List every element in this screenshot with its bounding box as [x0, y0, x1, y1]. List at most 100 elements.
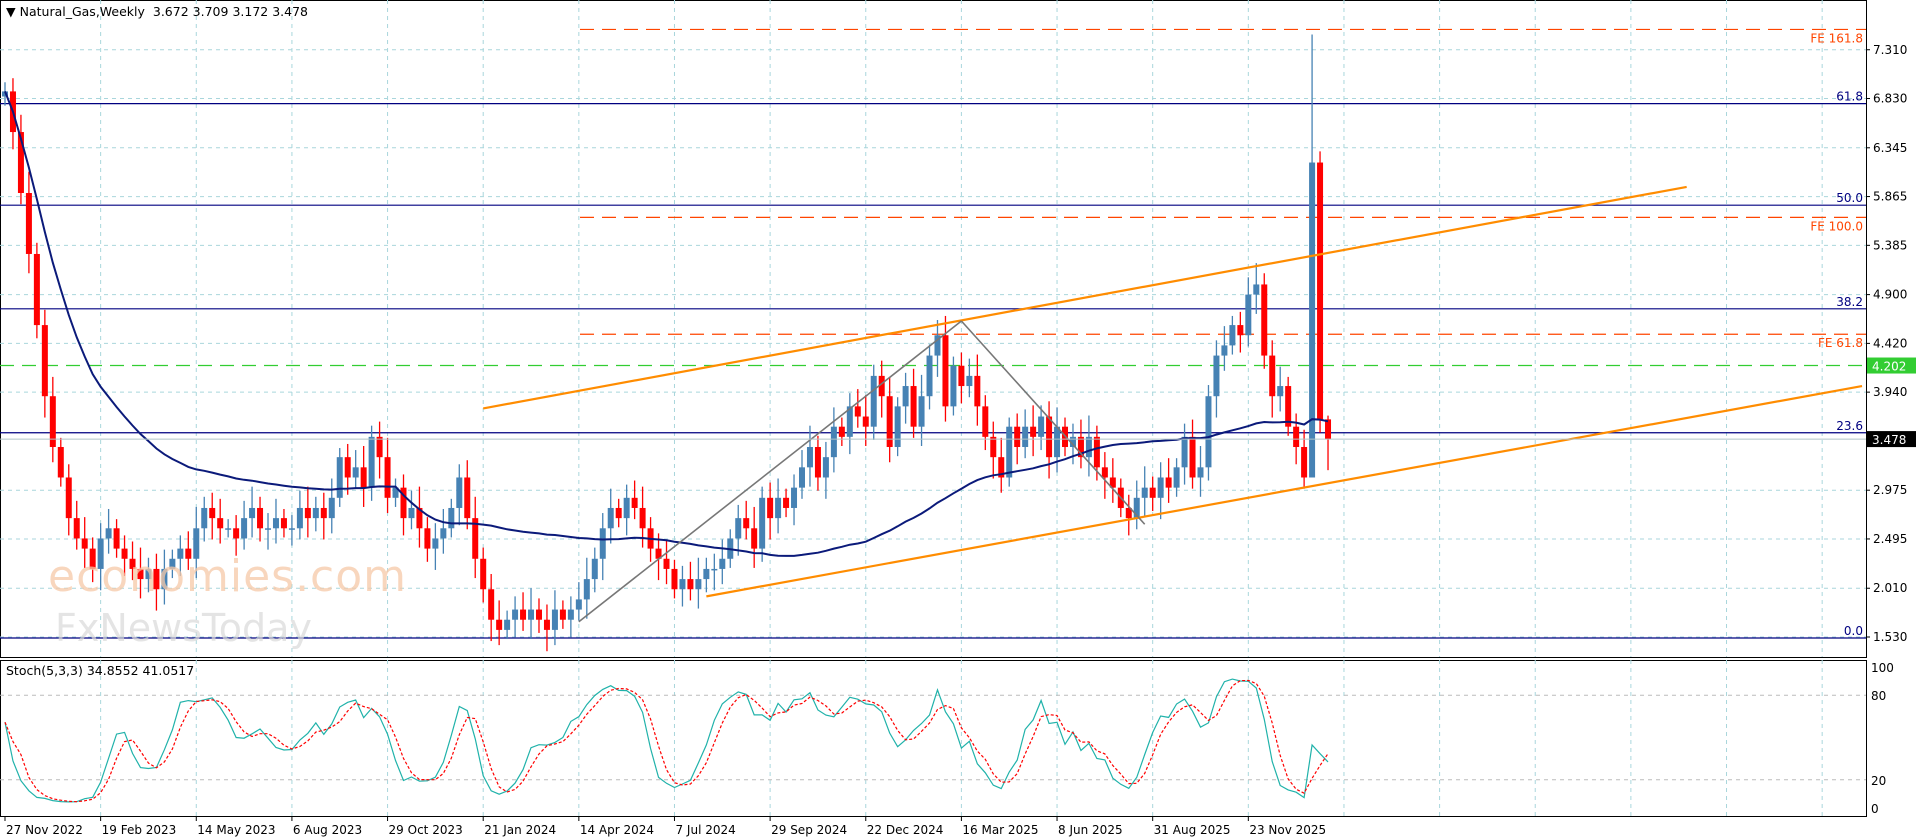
ohlc-close: 3.478: [272, 4, 309, 19]
candle: [599, 513, 606, 581]
candle: [344, 443, 351, 495]
candle-body: [910, 386, 917, 427]
candle: [249, 486, 256, 538]
candle-body: [1141, 487, 1148, 498]
candle: [113, 519, 120, 558]
candle: [25, 171, 32, 274]
stoch-header: Stoch(5,3,3) 34.8552 41.0517: [6, 663, 194, 678]
candle: [448, 498, 455, 538]
candle-body: [368, 436, 375, 488]
candle-body: [559, 609, 566, 620]
candle-body: [41, 325, 48, 397]
candle-body: [1014, 426, 1021, 448]
candle: [1141, 466, 1148, 518]
candle-body: [806, 447, 813, 468]
candle-body: [304, 507, 311, 519]
y-tick-label: 3.940: [1873, 385, 1907, 399]
candle-body: [1245, 294, 1252, 336]
candle: [1133, 480, 1140, 530]
fe-61-8-label: FE 61.8: [1818, 336, 1863, 350]
candle-body: [1030, 426, 1037, 437]
candle-body: [663, 558, 670, 569]
candle: [687, 561, 694, 601]
candle-body: [799, 467, 805, 488]
candle-body: [129, 558, 136, 569]
stoch-label: Stoch(5,3,3): [6, 663, 83, 678]
candle: [535, 598, 542, 633]
zigzag-leg-1-trendline: [578, 320, 962, 623]
candle-body: [1181, 436, 1188, 468]
candle-body: [894, 406, 901, 448]
candle-body: [432, 538, 439, 549]
candle-body: [623, 497, 630, 519]
collapse-triangle-icon[interactable]: ▼: [6, 4, 16, 19]
candle-body: [81, 538, 88, 549]
y-tick-label: 2.495: [1873, 532, 1907, 546]
fe-100-0-label: FE 100.0: [1810, 219, 1863, 233]
candle-body: [496, 619, 503, 630]
candle-body: [424, 528, 431, 549]
candle: [1205, 385, 1212, 481]
candle-body: [1038, 416, 1045, 437]
candle-body: [1213, 355, 1220, 397]
candle-body: [1205, 396, 1212, 468]
candle-body: [153, 568, 160, 590]
candle: [65, 464, 72, 536]
candle: [631, 480, 638, 520]
candle-body: [711, 568, 718, 571]
candle: [408, 490, 415, 530]
candle-body: [97, 538, 104, 569]
candle: [161, 549, 168, 605]
candle-body: [583, 579, 590, 600]
candle: [1325, 415, 1332, 471]
candle: [528, 588, 535, 640]
candle: [1030, 405, 1037, 457]
zigzag-leg-2-trendline: [960, 320, 1146, 525]
candle: [257, 496, 264, 542]
candle-body: [105, 528, 112, 539]
candle: [352, 450, 359, 489]
stoch-level-label: 100: [1871, 661, 1894, 675]
y-tick-label: 6.345: [1873, 141, 1907, 155]
x-tick-label: 19 Feb 2023: [102, 823, 177, 837]
candle-body: [1285, 386, 1292, 427]
candle-body: [33, 253, 40, 326]
chart-header: ▼ Natural_Gas,Weekly 3.672 3.709 3.172 3…: [6, 4, 308, 19]
candle-body: [1069, 436, 1076, 448]
candle-body: [169, 558, 176, 569]
candle: [862, 395, 869, 446]
price-pane-frame: [0, 0, 1867, 658]
candle-body: [1197, 467, 1204, 478]
candle: [767, 482, 774, 540]
candle-body: [344, 457, 351, 478]
candle: [846, 393, 853, 455]
candle-body: [137, 568, 144, 580]
candle-body: [886, 396, 893, 448]
candle: [424, 517, 431, 562]
candle-body: [1229, 325, 1236, 346]
candle: [791, 474, 798, 526]
candle: [719, 539, 726, 585]
y-tick-label: 5.385: [1873, 238, 1907, 252]
candle: [982, 395, 989, 451]
candle-body: [998, 457, 1005, 478]
candle-body: [942, 335, 949, 407]
x-tick-label: 21 Jan 2024: [484, 823, 556, 837]
candle-body: [201, 507, 208, 529]
candle: [1038, 405, 1045, 451]
candle: [1301, 429, 1308, 489]
candle: [1125, 494, 1132, 536]
candle: [1197, 445, 1204, 497]
candle-body: [400, 487, 407, 519]
candle-body: [687, 579, 694, 590]
candle: [280, 508, 287, 538]
candle-body: [719, 558, 726, 569]
moving-average-line: [4, 91, 1329, 557]
candle-body: [185, 548, 192, 559]
candle: [1077, 419, 1084, 469]
candle: [320, 492, 327, 540]
candle-body: [472, 518, 479, 559]
candle: [759, 486, 766, 562]
candle: [137, 547, 144, 599]
